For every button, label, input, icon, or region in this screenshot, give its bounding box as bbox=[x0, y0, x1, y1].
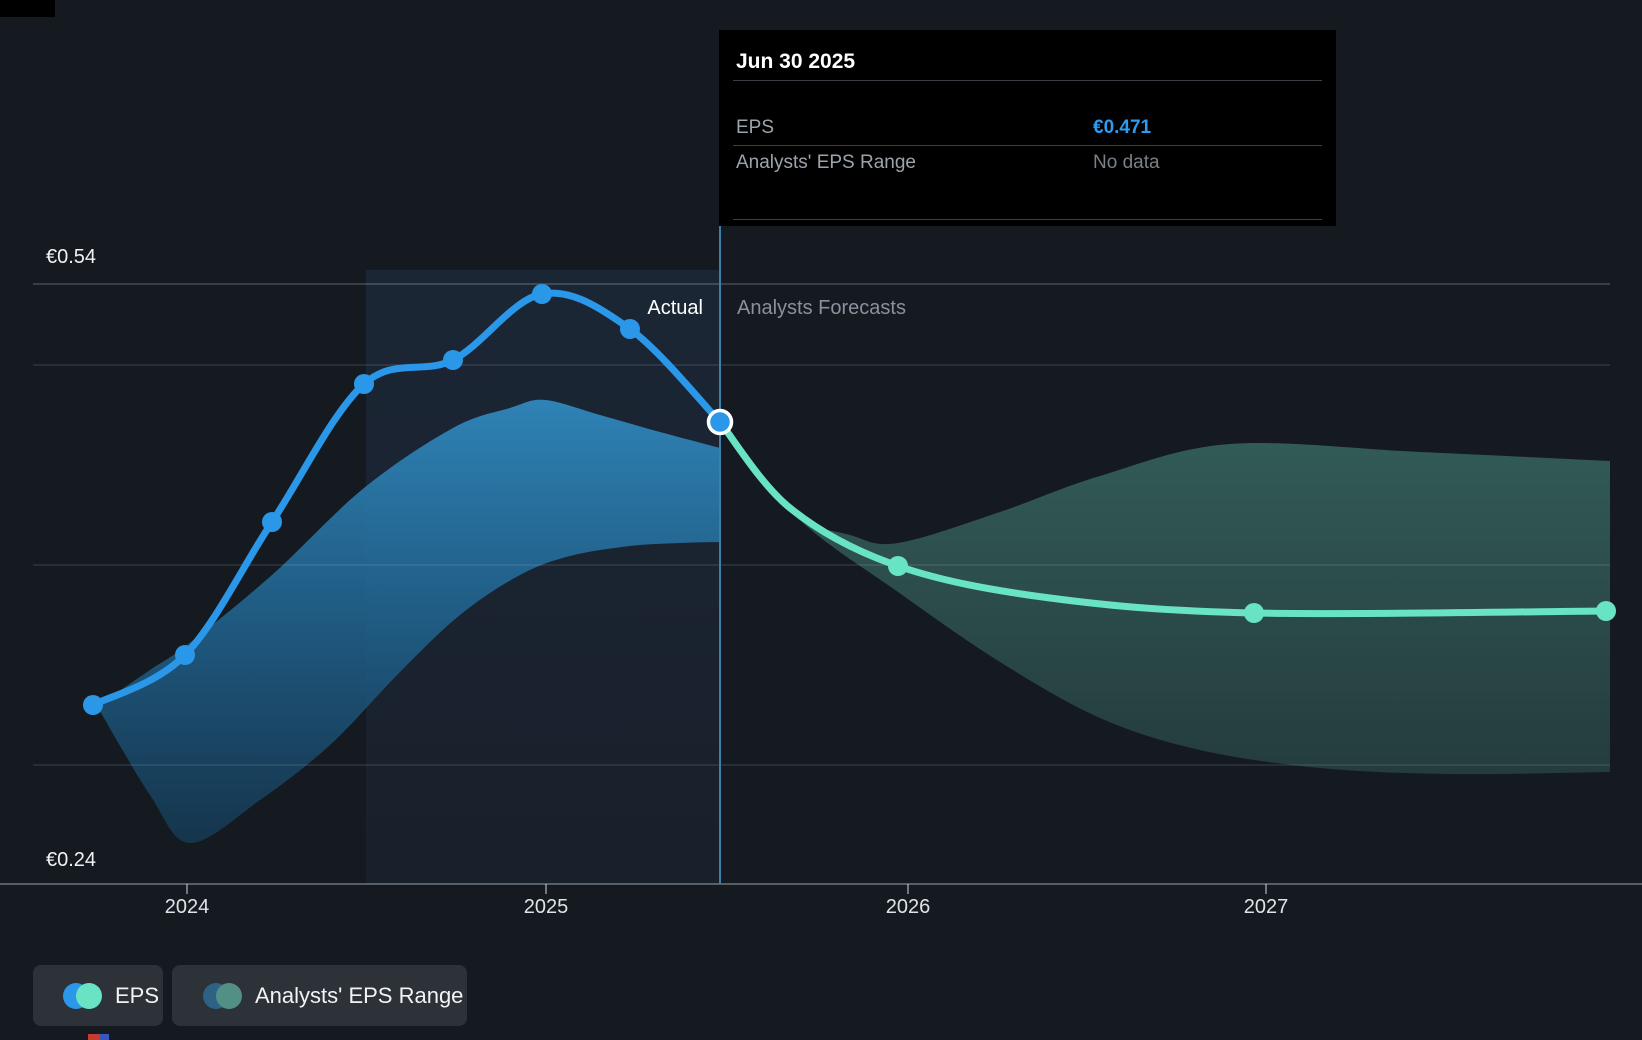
eps-forecast-line bbox=[716, 418, 1610, 618]
eps-transition-point-dot[interactable] bbox=[706, 408, 734, 436]
tooltip-eps-label: EPS bbox=[736, 117, 775, 138]
y-axis-max-label: €0.54 bbox=[46, 246, 97, 268]
eps-forecast-point-dot[interactable] bbox=[1244, 603, 1264, 623]
forecast-eps-range-band bbox=[720, 426, 1610, 775]
actual-section-label: Actual bbox=[647, 297, 703, 319]
x-axis-label-2025: 2025 bbox=[523, 896, 569, 918]
legend-range-label: Analysts' EPS Range bbox=[255, 982, 464, 1008]
legend-eps-label: EPS bbox=[115, 982, 160, 1008]
x-axis-label-2026: 2026 bbox=[885, 896, 931, 918]
tooltip-range-label: Analysts' EPS Range bbox=[736, 152, 916, 173]
chart-tooltip: Jun 30 2025 EPS €0.471 Analysts' EPS Ran… bbox=[719, 30, 1336, 226]
legend-range-dots-icon bbox=[203, 982, 242, 1009]
tooltip-divider bbox=[733, 145, 1322, 146]
eps-actual-point-dot[interactable] bbox=[620, 319, 640, 339]
tooltip-date: Jun 30 2025 bbox=[736, 50, 856, 73]
tooltip-eps-value: €0.471 bbox=[1093, 117, 1152, 138]
eps-actual-point-dot[interactable] bbox=[175, 645, 195, 665]
forecast-section-label: Analysts Forecasts bbox=[737, 297, 906, 319]
eps-forecast-point-dot[interactable] bbox=[888, 556, 908, 576]
y-axis-min-label: €0.24 bbox=[46, 849, 97, 871]
eps-actual-point-dot[interactable] bbox=[443, 350, 463, 370]
eps-actual-point-dot[interactable] bbox=[83, 695, 103, 715]
bottom-edge-artifact bbox=[88, 1034, 100, 1040]
eps-forecast-point-dot[interactable] bbox=[1596, 601, 1616, 621]
bottom-edge-artifact bbox=[100, 1034, 109, 1040]
actual-eps-range-band bbox=[97, 399, 720, 844]
legend-eps-dots-icon bbox=[63, 982, 102, 1009]
tooltip-divider bbox=[733, 219, 1322, 220]
top-left-artifact bbox=[0, 0, 55, 17]
x-axis-label-2027: 2027 bbox=[1243, 896, 1289, 918]
eps-actual-point-dot[interactable] bbox=[262, 512, 282, 532]
eps-actual-point-dot[interactable] bbox=[354, 374, 374, 394]
eps-actual-point-dot[interactable] bbox=[532, 284, 552, 304]
tooltip-divider bbox=[733, 80, 1322, 81]
x-axis-label-2024: 2024 bbox=[164, 896, 210, 918]
tooltip-range-value: No data bbox=[1093, 152, 1160, 173]
legend-item-analysts-eps-range[interactable]: Analysts' EPS Range bbox=[172, 965, 467, 1026]
legend-item-eps[interactable]: EPS bbox=[33, 965, 163, 1026]
